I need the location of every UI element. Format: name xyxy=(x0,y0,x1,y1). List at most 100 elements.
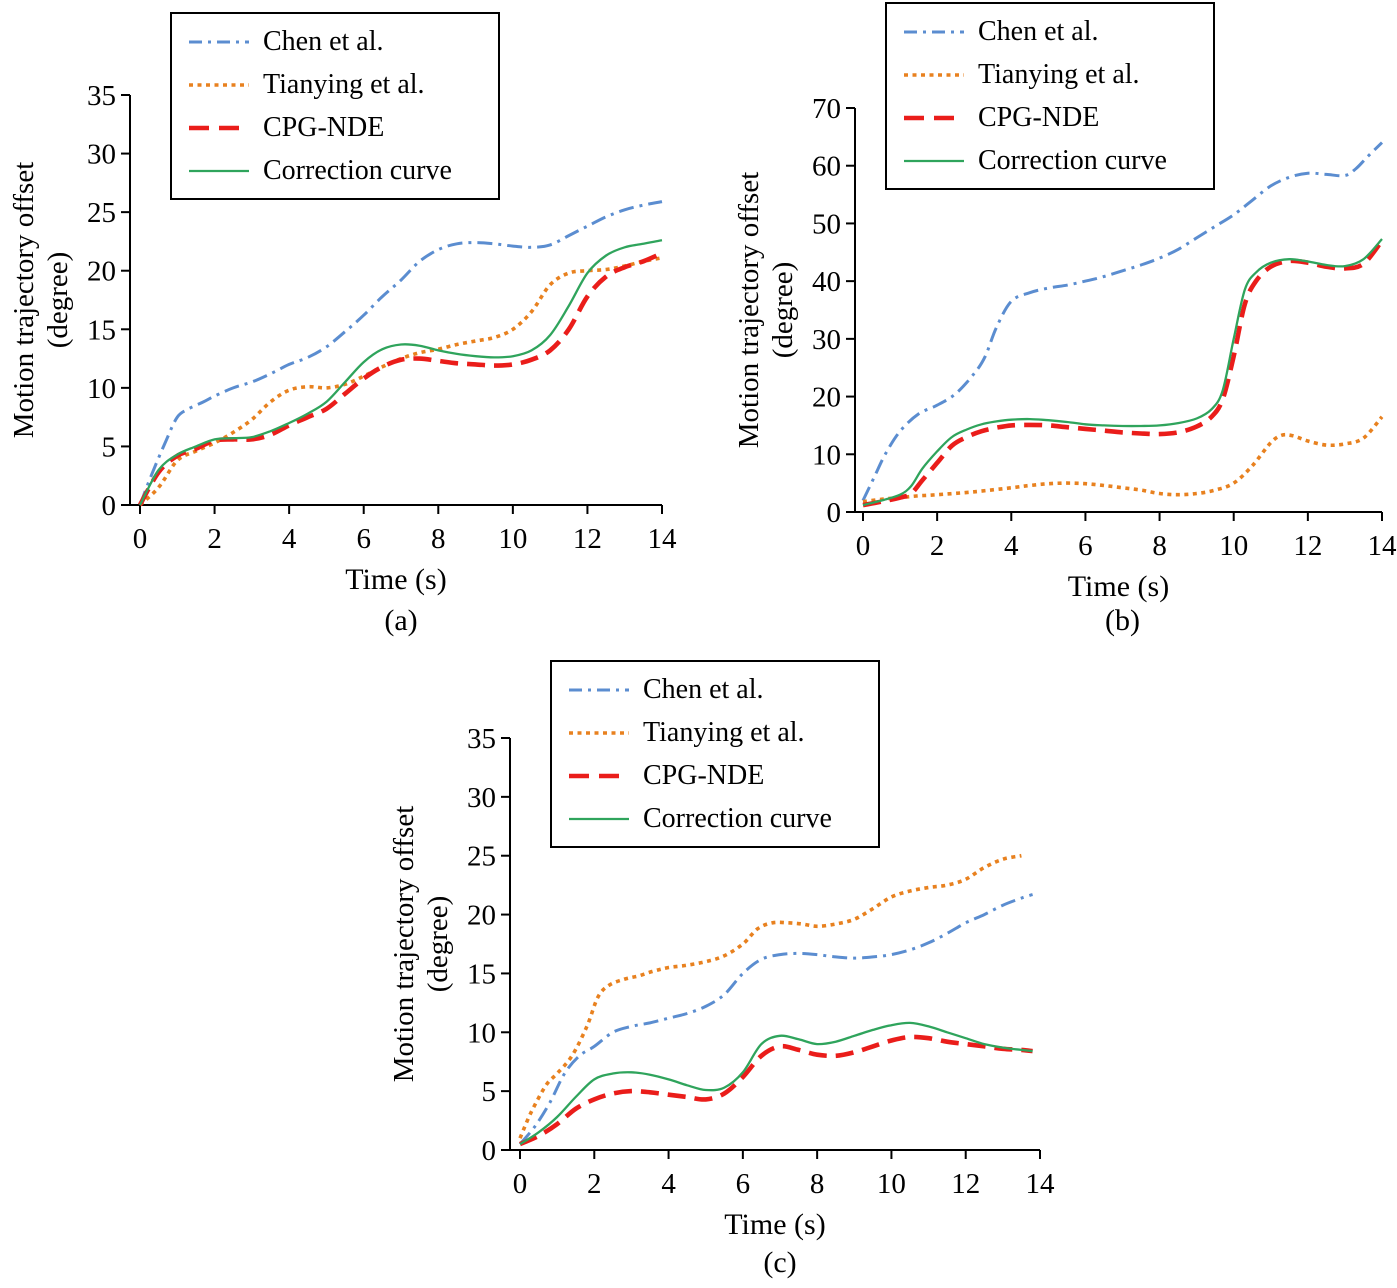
legend-label-cpg-nde: CPG-NDE xyxy=(263,111,385,143)
svg-text:15: 15 xyxy=(467,958,496,990)
svg-text:Time (s): Time (s) xyxy=(345,563,446,596)
legend-c: Chen et al. Tianying et al. CPG-NDE Corr… xyxy=(550,660,880,848)
legend-label-chen: Chen et al. xyxy=(978,15,1099,47)
svg-text:0: 0 xyxy=(827,497,842,529)
legend-entry-chen: Chen et al. xyxy=(903,10,1213,53)
svg-text:10: 10 xyxy=(1219,530,1248,562)
svg-text:0: 0 xyxy=(102,490,117,522)
chart-panel-a: 0 2 4 6 8 10 12 14 0 5 10 15 20 25 30 35 Time (s) Motion … xyxy=(0,0,700,650)
legend-label-tianying: Tianying et al. xyxy=(643,716,805,748)
chen-dashdot-line-icon xyxy=(569,688,629,691)
legend-entry-chen: Chen et al. xyxy=(568,668,878,711)
tianying-dotted-line-icon xyxy=(904,72,964,77)
chart-panel-b: 0 2 4 6 8 10 12 14 0 10 20 30 40 50 60 70 Time (s) Motion… xyxy=(700,0,1397,650)
svg-text:10: 10 xyxy=(467,1017,496,1049)
plot-b: 0 2 4 6 8 10 12 14 0 10 20 30 40 50 60 70 Time (s) Motion… xyxy=(733,93,1397,603)
correction-solid-line-icon xyxy=(569,817,629,820)
svg-text:14: 14 xyxy=(1368,530,1397,562)
legend-entry-chen: Chen et al. xyxy=(188,20,498,63)
legend-entry-cpg-nde: CPG-NDE xyxy=(568,754,878,797)
svg-text:5: 5 xyxy=(482,1076,497,1108)
legend-entry-correction: Correction curve xyxy=(568,797,878,840)
svg-text:15: 15 xyxy=(87,314,116,346)
svg-text:0: 0 xyxy=(482,1135,497,1167)
svg-text:(degree): (degree) xyxy=(767,262,799,359)
sublabel-a: (a) xyxy=(384,604,418,637)
svg-text:5: 5 xyxy=(102,431,117,463)
legend-entry-correction: Correction curve xyxy=(188,149,498,192)
chen-dashdot-line-icon xyxy=(189,40,249,43)
chart-panel-c: 0 2 4 6 8 10 12 14 0 5 10 15 20 25 30 35 Time (s) Motion … xyxy=(385,650,1085,1288)
svg-text:0: 0 xyxy=(133,523,148,555)
legend-label-correction: Correction curve xyxy=(978,144,1167,176)
svg-text:12: 12 xyxy=(573,523,602,555)
plot-c: 0 2 4 6 8 10 12 14 0 5 10 15 20 25 30 35 Time (s) Motion … xyxy=(388,723,1056,1241)
svg-text:10: 10 xyxy=(812,439,841,471)
legend-label-cpg-nde: CPG-NDE xyxy=(643,759,765,791)
svg-text:40: 40 xyxy=(812,266,841,298)
svg-text:2: 2 xyxy=(207,523,222,555)
svg-text:60: 60 xyxy=(812,151,841,183)
plot-a: 0 2 4 6 8 10 12 14 0 5 10 15 20 25 30 35 Time (s) Motion … xyxy=(8,80,678,596)
svg-text:6: 6 xyxy=(736,1168,751,1200)
svg-text:2: 2 xyxy=(587,1168,602,1200)
svg-text:30: 30 xyxy=(467,782,496,814)
svg-text:8: 8 xyxy=(810,1168,825,1200)
svg-text:0: 0 xyxy=(856,530,871,562)
svg-text:(degree): (degree) xyxy=(42,252,74,349)
svg-text:20: 20 xyxy=(812,382,841,414)
legend-a: Chen et al. Tianying et al. CPG-NDE Corr… xyxy=(170,12,500,200)
svg-text:20: 20 xyxy=(87,256,116,288)
legend-entry-cpg-nde: CPG-NDE xyxy=(188,106,498,149)
svg-text:0: 0 xyxy=(513,1168,528,1200)
legend-entry-tianying: Tianying et al. xyxy=(568,711,878,754)
legend-entry-tianying: Tianying et al. xyxy=(903,53,1213,96)
svg-text:4: 4 xyxy=(1004,530,1019,562)
svg-text:20: 20 xyxy=(467,900,496,932)
chen-dashdot-line-icon xyxy=(904,30,964,33)
legend-b: Chen et al. Tianying et al. CPG-NDE Corr… xyxy=(885,2,1215,190)
svg-text:12: 12 xyxy=(1293,530,1322,562)
svg-text:10: 10 xyxy=(877,1168,906,1200)
svg-text:10: 10 xyxy=(87,373,116,405)
svg-text:14: 14 xyxy=(648,523,678,555)
svg-text:8: 8 xyxy=(1152,530,1167,562)
svg-text:Time (s): Time (s) xyxy=(1068,570,1169,603)
svg-text:Motion trajectory offset: Motion trajectory offset xyxy=(733,172,765,449)
svg-text:12: 12 xyxy=(951,1168,980,1200)
legend-label-cpg-nde: CPG-NDE xyxy=(978,101,1100,133)
cpg-nde-dashed-line-icon xyxy=(904,115,964,120)
sublabel-b: (b) xyxy=(1105,604,1140,637)
legend-label-tianying: Tianying et al. xyxy=(263,68,425,100)
correction-solid-line-icon xyxy=(189,169,249,172)
svg-text:8: 8 xyxy=(431,523,446,555)
legend-label-correction: Correction curve xyxy=(263,154,452,186)
svg-text:25: 25 xyxy=(87,197,116,229)
svg-text:4: 4 xyxy=(661,1168,676,1200)
svg-text:30: 30 xyxy=(812,324,841,356)
legend-entry-tianying: Tianying et al. xyxy=(188,63,498,106)
legend-label-correction: Correction curve xyxy=(643,802,832,834)
cpg-nde-dashed-line-icon xyxy=(189,125,249,130)
cpg-nde-dashed-line-icon xyxy=(569,773,629,778)
svg-text:14: 14 xyxy=(1026,1168,1056,1200)
svg-text:4: 4 xyxy=(282,523,297,555)
tianying-dotted-line-icon xyxy=(189,82,249,87)
svg-text:6: 6 xyxy=(1078,530,1093,562)
sublabel-c: (c) xyxy=(763,1246,797,1279)
svg-text:35: 35 xyxy=(467,723,496,755)
svg-text:2: 2 xyxy=(930,530,945,562)
svg-text:70: 70 xyxy=(812,93,841,125)
correction-solid-line-icon xyxy=(904,159,964,162)
svg-text:35: 35 xyxy=(87,80,116,112)
svg-text:25: 25 xyxy=(467,841,496,873)
svg-text:Motion trajectory offset: Motion trajectory offset xyxy=(8,162,40,439)
svg-text:10: 10 xyxy=(498,523,527,555)
legend-label-chen: Chen et al. xyxy=(263,25,384,57)
svg-text:6: 6 xyxy=(356,523,371,555)
svg-text:30: 30 xyxy=(87,139,116,171)
legend-label-chen: Chen et al. xyxy=(643,673,764,705)
svg-text:50: 50 xyxy=(812,208,841,240)
tianying-dotted-line-icon xyxy=(569,730,629,735)
